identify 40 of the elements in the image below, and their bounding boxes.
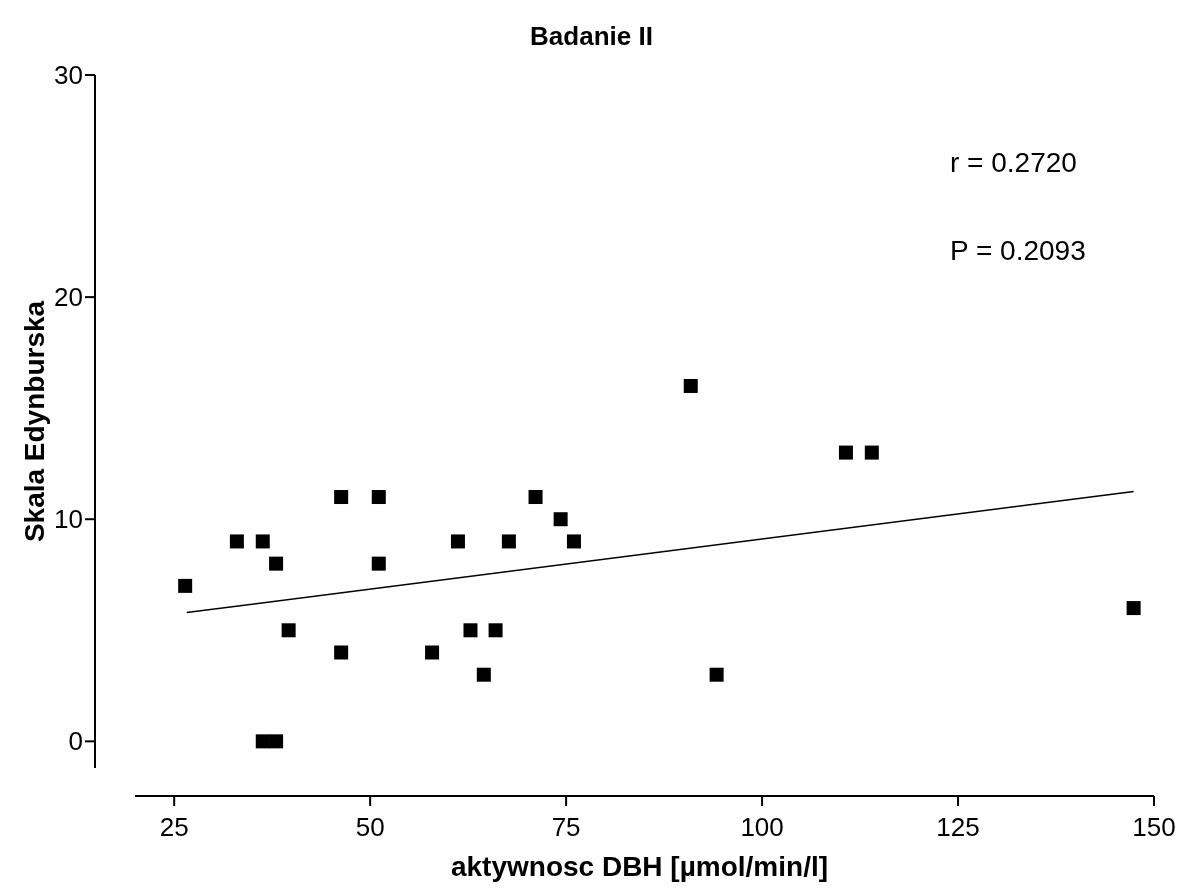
point bbox=[334, 645, 349, 660]
annotation: P = 0.2093 bbox=[950, 235, 1086, 266]
y-tick-label: 10 bbox=[54, 504, 83, 535]
x-tick-label: 75 bbox=[551, 812, 581, 842]
y-axis-title: Skala Edynburska bbox=[19, 300, 50, 543]
point bbox=[371, 556, 386, 571]
annotation: r = 0.2720 bbox=[950, 147, 1077, 178]
x-tick-label: 125 bbox=[936, 812, 980, 842]
point bbox=[425, 645, 440, 660]
x-tick-label: 150 bbox=[1132, 812, 1176, 842]
y-tick-label: 20 bbox=[54, 282, 83, 313]
point bbox=[501, 534, 516, 549]
x-axis-title: aktywnosc DBH [µmol/min/l] bbox=[450, 851, 829, 882]
point bbox=[553, 512, 568, 527]
point bbox=[1126, 601, 1141, 616]
x-tick-label: 25 bbox=[159, 812, 189, 842]
point bbox=[463, 623, 478, 638]
point bbox=[864, 445, 879, 460]
point bbox=[178, 578, 193, 593]
chart-title: Badanie II bbox=[530, 21, 653, 51]
point bbox=[476, 667, 491, 682]
x-tick-label: 100 bbox=[740, 812, 784, 842]
point bbox=[566, 534, 581, 549]
point bbox=[450, 534, 465, 549]
point bbox=[371, 490, 386, 505]
point bbox=[838, 445, 853, 460]
point bbox=[334, 490, 349, 505]
y-tick-label: 0 bbox=[68, 726, 83, 757]
point bbox=[255, 534, 270, 549]
point bbox=[229, 534, 244, 549]
x-tick-label: 50 bbox=[355, 812, 385, 842]
point bbox=[488, 623, 503, 638]
point bbox=[281, 623, 296, 638]
point bbox=[709, 667, 724, 682]
point bbox=[269, 734, 284, 749]
point bbox=[528, 490, 543, 505]
point bbox=[683, 378, 698, 393]
point bbox=[269, 556, 284, 571]
y-tick-label: 30 bbox=[54, 60, 83, 91]
point bbox=[255, 734, 270, 749]
